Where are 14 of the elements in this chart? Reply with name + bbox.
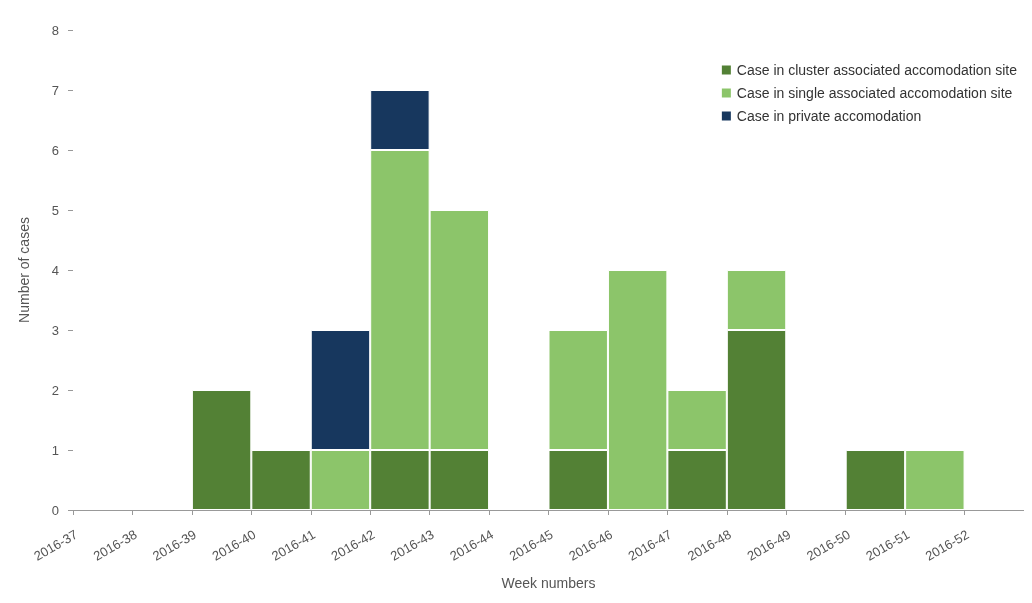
y-tick-label: 3 bbox=[51, 322, 59, 338]
y-tick-label: 7 bbox=[51, 82, 59, 98]
y-tick-label: 5 bbox=[51, 202, 59, 218]
y-tick-label: 8 bbox=[51, 22, 59, 38]
y-tick-label: 6 bbox=[51, 142, 59, 158]
legend-label: Case in private accomodation bbox=[736, 108, 922, 124]
legend-label: Case in single associated accomodation site bbox=[736, 85, 1013, 101]
y-tick-label: 2 bbox=[51, 382, 59, 398]
y-axis-title: Number of cases bbox=[16, 217, 32, 323]
x-axis-title: Week numbers bbox=[501, 575, 596, 591]
y-tick-label: 1 bbox=[51, 442, 59, 458]
y-tick-label: 0 bbox=[51, 502, 59, 518]
y-tick-label: 4 bbox=[51, 262, 59, 278]
legend-label: Case in cluster associated accomodation site bbox=[736, 62, 1018, 78]
